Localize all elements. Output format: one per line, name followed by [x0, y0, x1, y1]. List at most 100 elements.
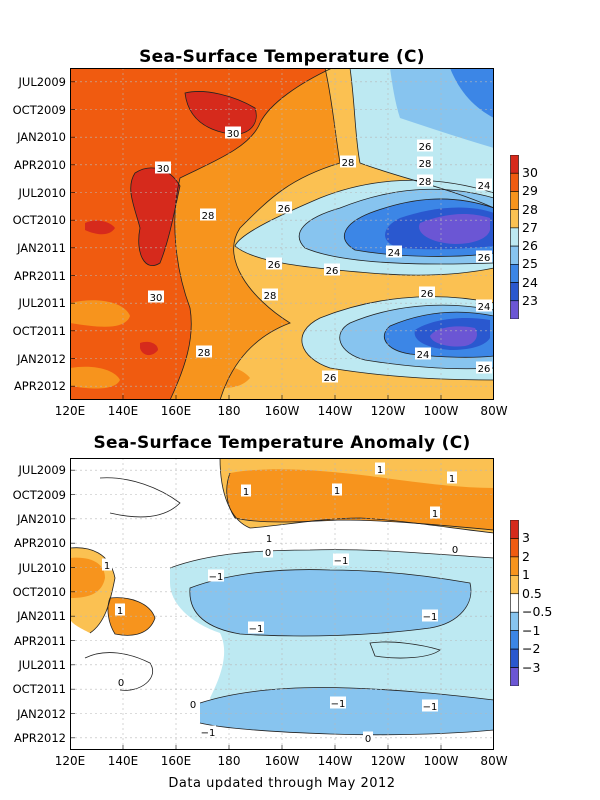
contour-label-bg: [332, 483, 342, 496]
contour-label-bg: [241, 484, 251, 497]
x-tick-label: 160E: [160, 754, 192, 768]
y-tick-label: JAN2011: [17, 240, 66, 255]
contour-label: 26: [324, 373, 337, 384]
x-tick-label: 160W: [264, 754, 300, 768]
x-tick-label: 180: [217, 754, 241, 768]
contour-label: 24: [478, 181, 491, 192]
contour-label: −1: [334, 556, 349, 567]
contour-label: 24: [388, 248, 401, 259]
y-tick-label: JAN2012: [17, 706, 66, 721]
y-tick-label: JUL2009: [18, 463, 66, 478]
contour-label-bg: [264, 531, 274, 544]
contour-label: 28: [419, 177, 432, 188]
y-tick-label: OCT2009: [12, 102, 66, 117]
x-tick-label: 160E: [160, 404, 192, 418]
contour-label-bg: [450, 542, 460, 555]
y-tick-label: OCT2010: [12, 584, 66, 599]
contour-label: 1: [117, 606, 123, 617]
y-tick-label: OCT2009: [12, 487, 66, 502]
contour-label: −1: [331, 699, 346, 710]
y-tick-label: OCT2011: [12, 323, 66, 338]
contour-label: −1: [209, 572, 224, 583]
contour-label-bg: [188, 697, 198, 710]
contour-label-bg: [417, 156, 433, 169]
contour-label-bg: [333, 553, 349, 566]
colorbar-label: 28: [522, 201, 538, 217]
colorbar-label: −3: [522, 659, 541, 675]
x-tick-label: 100W: [423, 404, 459, 418]
contour-label-bg: [363, 731, 373, 744]
contour-label-bg: [375, 462, 385, 475]
y-tick-label: APR2010: [13, 536, 66, 551]
colorbar-label: 24: [522, 274, 538, 290]
colorbar-label: 2: [522, 548, 530, 564]
sst-colorbar: [510, 155, 519, 319]
contour-label-bg: [419, 286, 435, 299]
colorbar-swatch: [510, 300, 519, 319]
colorbar-label: 1: [522, 567, 530, 583]
contour-label-bg: [417, 174, 433, 187]
contour-label-bg: [386, 245, 402, 258]
contour-label: 1: [334, 486, 340, 497]
contour-label-bg: [200, 725, 216, 738]
x-tick-label: 180: [217, 404, 241, 418]
colorbar-label: 26: [522, 238, 538, 254]
contour-label-bg: [324, 263, 340, 276]
contour-label-bg: [116, 675, 126, 688]
y-tick-label: APR2011: [13, 633, 66, 648]
contour-label-bg: [476, 250, 492, 263]
contour-label-bg: [422, 699, 438, 712]
colorbar-swatch: [510, 209, 519, 229]
contour-label-bg: [447, 471, 457, 484]
colorbar-swatch: [510, 282, 519, 302]
contour-label-bg: [200, 208, 216, 221]
contour-label: 30: [157, 164, 170, 175]
x-tick-label: 120E: [54, 754, 86, 768]
contour-label-bg: [476, 178, 492, 191]
colorbar-label: 23: [522, 292, 538, 308]
contour-label: −1: [423, 612, 438, 623]
contour-label-bg: [340, 155, 356, 168]
colorbar-swatch: [510, 520, 519, 539]
contour-label: 0: [265, 548, 271, 559]
contour-label-bg: [208, 569, 224, 582]
contour-label-bg: [422, 609, 438, 622]
contour-label-bg: [476, 361, 492, 374]
contour-label-bg: [115, 603, 125, 616]
colorbar-label: 30: [522, 165, 538, 181]
contour-label-bg: [476, 299, 492, 312]
footer-note: Data updated through May 2012: [168, 776, 396, 791]
contour-label-bg: [196, 345, 212, 358]
colorbar-swatch: [510, 245, 519, 265]
colorbar-swatch: [510, 264, 519, 283]
y-tick-label: JUL2010: [18, 560, 66, 575]
colorbar-swatch: [510, 556, 519, 576]
colorbar-swatch: [510, 630, 519, 650]
contour-label-bg: [102, 558, 112, 571]
contour-label: 0: [365, 734, 371, 745]
contour-label: 0: [118, 678, 124, 689]
anomaly-colorbar: [510, 520, 519, 686]
y-tick-label: APR2012: [13, 379, 66, 394]
contour-label-bg: [262, 288, 278, 301]
colorbar-swatch: [510, 667, 519, 686]
x-tick-label: 120W: [370, 754, 406, 768]
contour-label: 1: [104, 561, 110, 572]
contour-label: −1: [249, 624, 264, 635]
contour-label: 0: [190, 700, 196, 711]
contour-label: 1: [243, 487, 249, 498]
contour-label: 28: [419, 159, 432, 170]
colorbar-label: −0.5: [522, 604, 553, 620]
y-tick-label: JUL2011: [18, 296, 66, 311]
colorbar-swatch: [510, 611, 519, 631]
x-tick-label: 140W: [317, 754, 353, 768]
colorbar-label: −2: [522, 641, 541, 657]
y-tick-label: JAN2010: [17, 511, 66, 526]
contour-label: 1: [432, 509, 438, 520]
contour-label: 26: [419, 142, 432, 153]
colorbar-label: 25: [522, 256, 538, 272]
contour-label-bg: [417, 139, 433, 152]
colorbar-label: 3: [522, 530, 530, 546]
x-tick-label: 140W: [317, 404, 353, 418]
sst-anomaly-plot: 1 1 1 1 1 1 0 0 0 1 1 0 −1 −1 −1 −1 −1 −1 −1 0: [70, 458, 494, 750]
